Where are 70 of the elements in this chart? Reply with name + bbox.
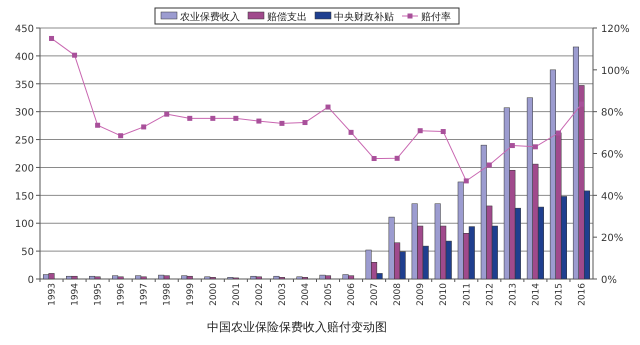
x-tick-label: 2008 [393, 282, 404, 306]
x-tick-label: 2006 [347, 282, 358, 306]
y-tick-label: 100 [14, 219, 34, 230]
y-tick-label: 350 [14, 80, 34, 91]
x-tick-label: 2010 [439, 282, 450, 306]
x-tick-label: 2003 [278, 283, 288, 306]
x-tick-label: 2016 [577, 282, 588, 306]
legend-label: 农业保费收入 [180, 11, 240, 23]
y2-tick-label: 20% [601, 233, 624, 244]
x-tick-label: 1997 [140, 283, 150, 306]
x-tick-label: 2014 [531, 282, 542, 306]
text: 中国农业保险保费收入赔付变动图 [207, 320, 387, 334]
legend-label: 赔偿支出 [267, 11, 307, 23]
legend-label: 赔付率 [421, 11, 451, 23]
y-tick-label: 0 [28, 275, 34, 286]
x-tick-label: 2011 [462, 283, 472, 306]
x-tick-label: 2013 [508, 283, 518, 306]
x-tick-label: 2001 [232, 283, 242, 306]
y2-tick-label: 0% [601, 275, 617, 286]
x-tick-label: 1999 [186, 282, 196, 306]
y2-tick-label: 40% [601, 191, 624, 202]
x-tick-label: 1995 [94, 283, 104, 306]
y-tick-label: 400 [14, 52, 34, 63]
point [486, 162, 492, 168]
x-tick-label: 1993 [48, 283, 58, 306]
x-tick-label: 2012 [485, 283, 496, 306]
x-tick-label: 2005 [324, 283, 334, 306]
point [302, 120, 308, 126]
y2-tick-label: 120% [601, 24, 630, 35]
point [233, 116, 238, 121]
point [578, 102, 584, 107]
point [440, 129, 446, 134]
point [326, 104, 331, 110]
legend-label: 中央财政补贴 [334, 11, 394, 23]
point [556, 130, 561, 136]
y-tick-label: 50 [21, 247, 34, 258]
point [72, 52, 78, 58]
point [464, 178, 469, 184]
y-tick-label: 450 [14, 24, 34, 35]
point [372, 156, 377, 162]
y2-tick-label: 100% [601, 66, 630, 77]
point [532, 144, 538, 150]
point [164, 112, 170, 117]
point [210, 116, 216, 121]
point [49, 36, 54, 41]
point [418, 128, 423, 134]
x-tick-label: 1994 [70, 282, 81, 306]
x-tick-label: 2015 [554, 283, 564, 306]
y-tick-label: 300 [14, 108, 34, 119]
x-tick-label: 2004 [300, 282, 311, 306]
x-tick-label: 2000 [208, 282, 219, 306]
point [279, 120, 284, 126]
x-tick-label: 2007 [370, 283, 380, 306]
y2-tick-label: 80% [601, 108, 624, 119]
point [187, 116, 192, 121]
point [141, 124, 146, 130]
x-tick-label: 2009 [416, 282, 426, 306]
point [118, 133, 124, 138]
x-tick-label: 1996 [116, 282, 127, 306]
point [256, 118, 262, 124]
y2-tick-label: 60% [601, 150, 624, 160]
x-tick-label: 2002 [254, 283, 265, 306]
point [510, 143, 515, 148]
point [95, 122, 100, 128]
y-tick-label: 200 [14, 163, 34, 174]
x-tick-label: 1998 [162, 282, 173, 306]
point [394, 156, 400, 161]
y-tick-label: 250 [14, 136, 34, 147]
y-tick-label: 150 [14, 191, 34, 202]
point [348, 130, 354, 135]
